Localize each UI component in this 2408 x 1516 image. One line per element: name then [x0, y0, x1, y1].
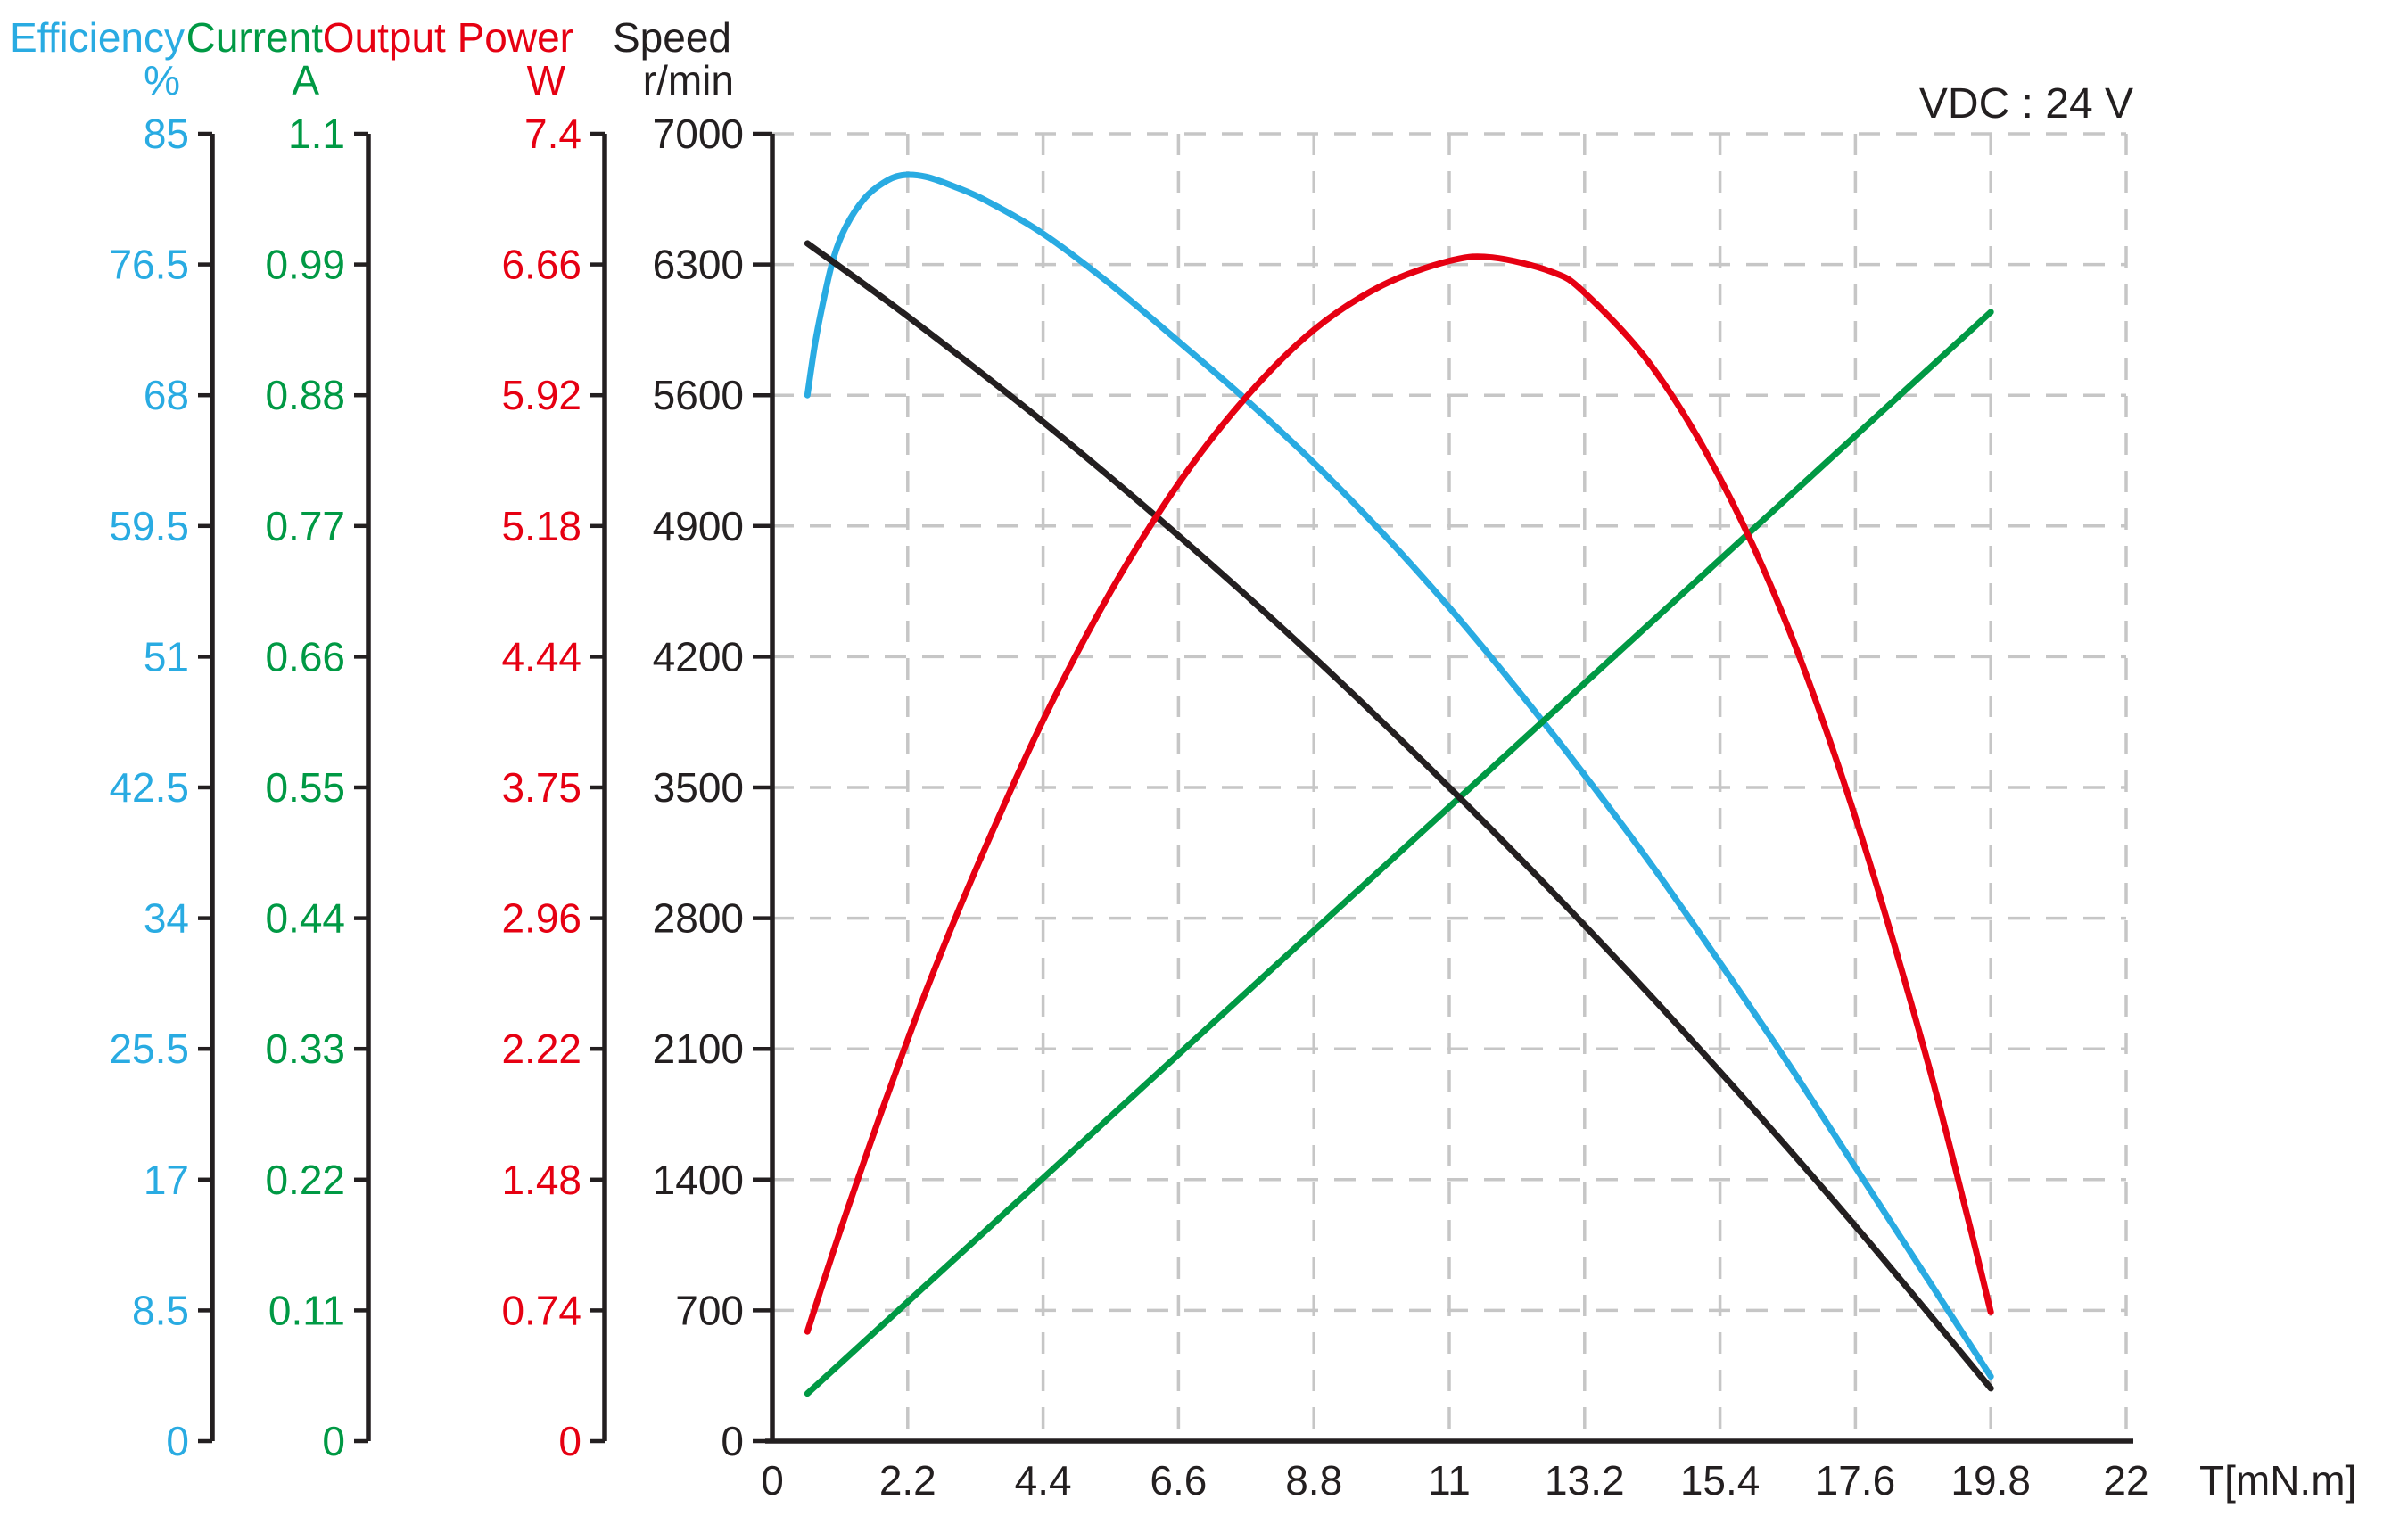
output-power-tick-label: 7.4 — [524, 111, 581, 157]
speed-tick-label: 4900 — [653, 503, 744, 549]
speed-tick-label: 6300 — [653, 242, 744, 288]
vdc-annotation: VDC : 24 V — [1919, 80, 2133, 128]
output-power-tick-label: 6.66 — [501, 242, 581, 288]
output-power-tick-label: 5.18 — [501, 503, 581, 549]
current-tick-label: 0.33 — [265, 1026, 345, 1072]
x-tick-label: 6.6 — [1150, 1457, 1207, 1504]
speed-tick-label: 700 — [675, 1287, 744, 1333]
efficiency-tick-label: 8.5 — [132, 1287, 189, 1333]
x-tick-label: 8.8 — [1285, 1457, 1342, 1504]
output-power-tick-label: 2.96 — [501, 895, 581, 942]
x-tick-label: 4.4 — [1015, 1457, 1072, 1504]
speed-tick-label: 2100 — [653, 1026, 744, 1072]
x-tick-label: 0 — [761, 1457, 784, 1504]
x-tick-label: 11 — [1428, 1457, 1471, 1504]
efficiency-tick-label: 34 — [144, 895, 189, 942]
tick-labels-layer: 85 76.5 68 59.5 51 42.5 34 25.5 17 8.5 0 1.1 0.99 0.8… — [109, 111, 744, 1464]
output-power-tick-label: 0 — [558, 1418, 581, 1464]
efficiency-tick-label: 59.5 — [109, 503, 189, 549]
output-power-axis-unit: W — [527, 57, 566, 103]
output-power-axis-title: Output Power — [323, 14, 573, 61]
current-axis-title: Current — [186, 14, 324, 61]
speed-tick-label: 5600 — [653, 372, 744, 418]
output-power-curve — [804, 253, 1994, 1335]
efficiency-tick-label: 51 — [144, 633, 189, 680]
speed-axis-title: Speed — [613, 14, 731, 61]
speed-tick-label: 4200 — [653, 633, 744, 680]
x-axis-title: T[mN.m] — [2199, 1457, 2356, 1504]
x-tick-label: 2.2 — [879, 1457, 936, 1504]
x-tick-label: 13.2 — [1545, 1457, 1625, 1504]
speed-tick-label: 2800 — [653, 895, 744, 942]
current-tick-label: 0.55 — [265, 764, 345, 811]
efficiency-curve — [804, 171, 1994, 1380]
current-tick-label: 1.1 — [288, 111, 345, 157]
current-tick-label: 0.77 — [265, 503, 345, 549]
current-curve — [804, 309, 1994, 1397]
efficiency-tick-label: 68 — [144, 372, 189, 418]
x-tick-labels-layer: 0 2.2 4.4 6.6 8.8 11 13.2 15.4 17.6 19.8 22 — [761, 1457, 2148, 1504]
current-tick-label: 0.22 — [265, 1157, 345, 1203]
efficiency-axis-unit: % — [144, 57, 180, 103]
current-tick-label: 0 — [322, 1418, 345, 1464]
scale-lines-layer — [198, 131, 2133, 1444]
output-power-tick-label: 3.75 — [501, 764, 581, 811]
efficiency-tick-label: 76.5 — [109, 242, 189, 288]
current-tick-label: 0.44 — [265, 895, 345, 942]
speed-axis-unit: r/min — [643, 57, 734, 103]
speed-curve — [804, 240, 1994, 1392]
efficiency-tick-label: 0 — [166, 1418, 189, 1464]
speed-tick-label: 0 — [721, 1418, 744, 1464]
x-tick-label: 17.6 — [1816, 1457, 1896, 1504]
efficiency-axis-title: Efficiency — [10, 14, 185, 61]
speed-tick-label: 1400 — [653, 1157, 744, 1203]
efficiency-tick-label: 42.5 — [109, 764, 189, 811]
output-power-tick-label: 2.22 — [501, 1026, 581, 1072]
efficiency-tick-label: 25.5 — [109, 1026, 189, 1072]
x-tick-label: 22 — [2103, 1457, 2148, 1504]
x-tick-label: 19.8 — [1950, 1457, 2031, 1504]
current-tick-label: 0.99 — [265, 242, 345, 288]
output-power-tick-label: 0.74 — [501, 1287, 581, 1333]
current-tick-label: 0.11 — [268, 1287, 345, 1333]
efficiency-tick-label: 17 — [144, 1157, 189, 1203]
curves-layer — [804, 171, 1994, 1397]
output-power-tick-label: 1.48 — [501, 1157, 581, 1203]
current-tick-label: 0.66 — [265, 633, 345, 680]
speed-tick-label: 7000 — [653, 111, 744, 157]
efficiency-tick-label: 85 — [144, 111, 189, 157]
x-tick-label: 15.4 — [1680, 1457, 1761, 1504]
current-axis-unit: A — [292, 57, 319, 103]
speed-tick-label: 3500 — [653, 764, 744, 811]
output-power-tick-label: 5.92 — [501, 372, 581, 418]
current-tick-label: 0.88 — [265, 372, 345, 418]
output-power-tick-label: 4.44 — [501, 633, 581, 680]
